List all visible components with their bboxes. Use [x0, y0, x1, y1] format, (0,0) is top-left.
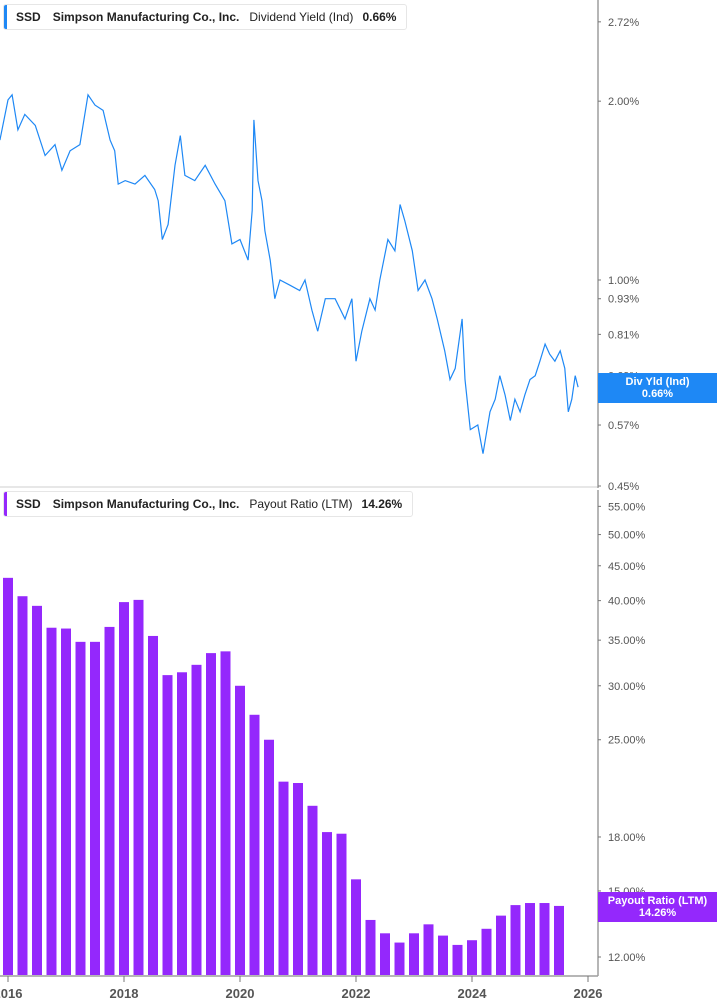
- legend-value: 0.66%: [362, 10, 397, 24]
- axes: 2.72%2.00%1.00%0.93%0.81%0.69%0.57%0.45%…: [0, 0, 646, 1001]
- payout-bar: [17, 596, 28, 975]
- y-tick-label: 18.00%: [608, 832, 646, 844]
- legend-ticker: SSD: [16, 497, 41, 511]
- payout-bar: [481, 928, 492, 975]
- payout-bar: [380, 933, 390, 975]
- payout-color-swatch: [4, 492, 7, 516]
- payout-bar: [525, 903, 535, 975]
- tag-label: Div Yld (Ind): [625, 376, 690, 388]
- dividend-yield-line: [0, 93, 579, 454]
- payout-bar: [438, 935, 448, 975]
- payout-current-value-tag: Payout Ratio (LTM) 14.26%: [598, 892, 717, 922]
- payout-bar: [104, 626, 115, 975]
- payout-bar: [307, 805, 318, 975]
- payout-bar: [336, 833, 347, 975]
- payout-bar: [365, 919, 376, 975]
- y-tick-label: 1.00%: [608, 275, 639, 287]
- dividend-yield-panel: [0, 93, 579, 454]
- yield-color-swatch: [4, 5, 7, 29]
- payout-bar: [278, 781, 289, 975]
- legend-company: Simpson Manufacturing Co., Inc.: [52, 10, 240, 24]
- payout-bar: [177, 672, 187, 975]
- payout-bar: [510, 905, 521, 975]
- y-tick-label: 55.00%: [608, 501, 646, 513]
- x-tick-label: 2018: [110, 986, 139, 1001]
- payout-bar: [264, 739, 274, 975]
- bottom-legend: SSD Simpson Manufacturing Co., Inc. Payo…: [3, 491, 414, 517]
- payout-bar: [32, 605, 42, 975]
- tag-value: 14.26%: [638, 907, 677, 919]
- y-tick-label: 30.00%: [608, 681, 646, 693]
- legend-metric: Payout Ratio (LTM): [249, 497, 353, 511]
- y-tick-label: 35.00%: [608, 635, 646, 647]
- y-tick-label: 2.00%: [608, 96, 639, 108]
- x-tick-label: 2016: [0, 986, 22, 1001]
- payout-bar: [191, 664, 202, 975]
- payout-bar: [496, 915, 506, 975]
- y-tick-label: 0.93%: [608, 294, 639, 306]
- y-tick-label: 45.00%: [608, 561, 646, 573]
- tag-label: Payout Ratio (LTM): [607, 895, 708, 907]
- payout-bar: [423, 924, 434, 975]
- payout-bar: [322, 832, 332, 975]
- y-tick-label: 25.00%: [608, 735, 646, 747]
- y-tick-label: 2.72%: [608, 17, 639, 29]
- payout-bar: [539, 903, 550, 975]
- x-tick-label: 2020: [226, 986, 255, 1001]
- y-tick-label: 0.57%: [608, 420, 639, 432]
- payout-bar: [148, 635, 158, 975]
- payout-bar: [61, 628, 71, 975]
- top-legend: SSD Simpson Manufacturing Co., Inc. Divi…: [3, 4, 408, 30]
- y-tick-label: 50.00%: [608, 530, 646, 542]
- payout-bar: [467, 940, 477, 975]
- payout-bar: [293, 783, 303, 975]
- y-tick-label: 0.45%: [608, 481, 639, 493]
- payout-bar: [249, 714, 260, 975]
- legend-metric: Dividend Yield (Ind): [249, 10, 354, 24]
- payout-bar: [394, 942, 405, 975]
- payout-bar: [46, 627, 57, 975]
- payout-bar: [206, 653, 216, 975]
- legend-value: 14.26%: [361, 497, 403, 511]
- y-tick-label: 12.00%: [608, 952, 646, 964]
- payout-bar: [554, 905, 564, 975]
- payout-bar: [133, 599, 144, 975]
- legend-company: Simpson Manufacturing Co., Inc.: [52, 497, 240, 511]
- payout-ratio-panel: [3, 577, 564, 975]
- x-tick-label: 2026: [574, 986, 603, 1001]
- payout-bar: [119, 602, 129, 975]
- payout-bar: [162, 675, 173, 975]
- payout-bar: [235, 685, 245, 975]
- payout-bar: [90, 641, 100, 975]
- legend-ticker: SSD: [16, 10, 41, 24]
- payout-bar: [75, 641, 86, 975]
- payout-bar: [351, 879, 361, 975]
- y-tick-label: 0.81%: [608, 329, 639, 341]
- y-tick-label: 40.00%: [608, 596, 646, 608]
- x-tick-label: 2024: [458, 986, 488, 1001]
- payout-bar: [409, 933, 419, 975]
- yield-current-value-tag: Div Yld (Ind) 0.66%: [598, 373, 717, 403]
- tag-value: 0.66%: [641, 388, 674, 400]
- payout-bar: [3, 577, 13, 975]
- payout-bar: [220, 651, 231, 975]
- payout-bar: [452, 944, 463, 975]
- x-tick-label: 2022: [342, 986, 371, 1001]
